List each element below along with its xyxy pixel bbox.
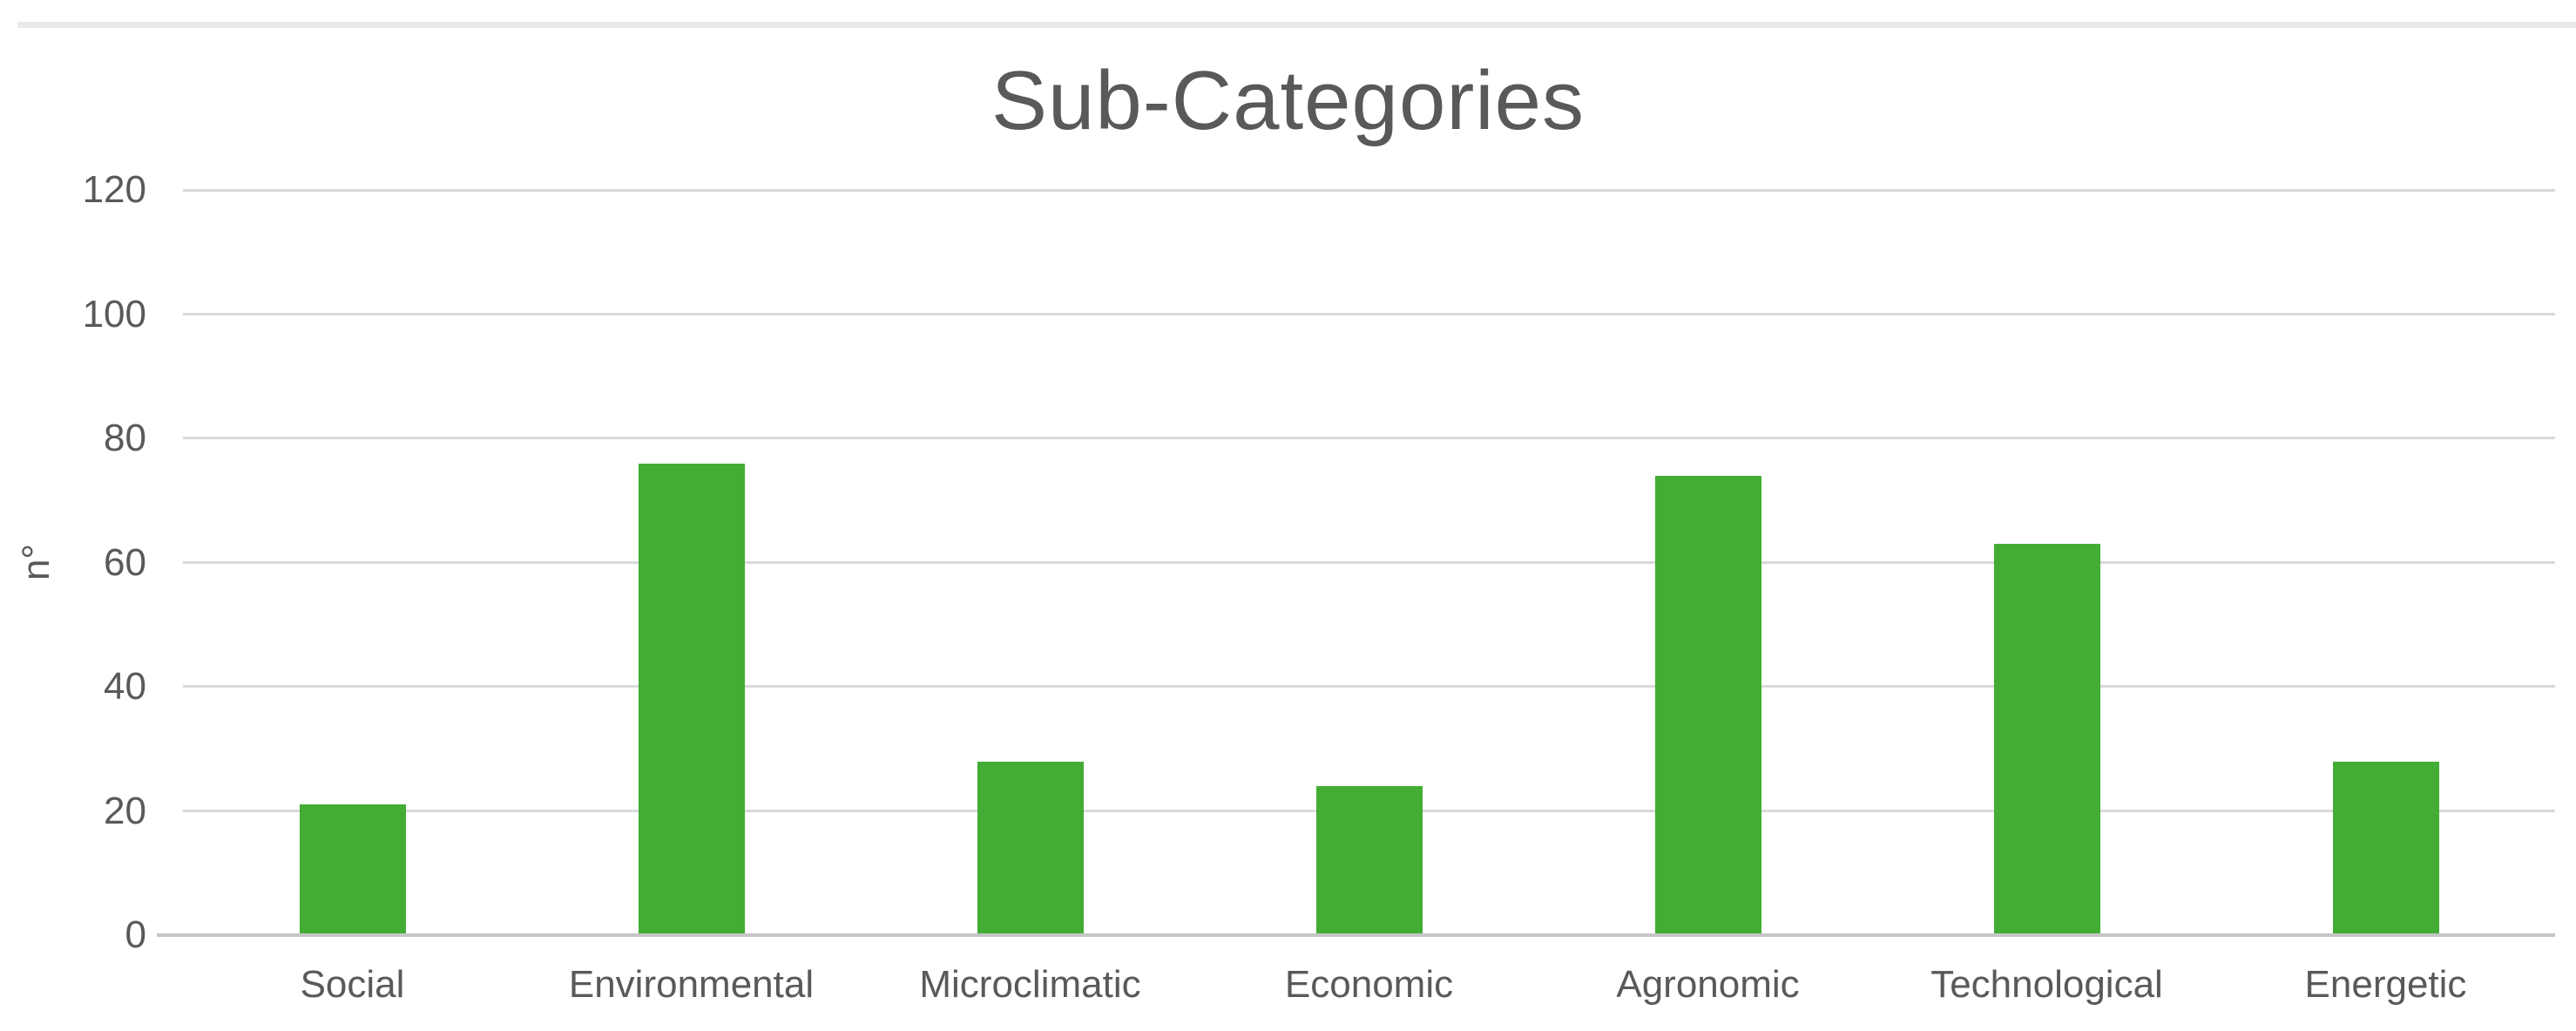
gridline-y-40 (183, 685, 2555, 688)
y-tick-label-80: 80 (104, 417, 146, 459)
bar-slot-technological (1877, 190, 2216, 935)
bar-slot-energetic (2216, 190, 2555, 935)
x-category-label-technological: Technological (1930, 963, 2163, 1006)
y-tick-label-60: 60 (104, 540, 146, 584)
bar-microclimatic (977, 761, 1084, 935)
bar-slot-agronomic (1538, 190, 1877, 935)
x-axis-category-labels: Social Environmental Microclimatic Economic… (183, 960, 2555, 1009)
gridline-y-100 (183, 312, 2555, 315)
y-tick-label-0: 0 (125, 913, 146, 956)
y-tick-label-120: 120 (82, 168, 146, 211)
plot-area (183, 188, 2555, 935)
y-tick-label-100: 100 (82, 292, 146, 336)
bar-agronomic (1654, 475, 1761, 935)
x-category-label-environmental: Environmental (568, 963, 815, 1006)
bar-social (299, 804, 406, 935)
y-tick-label-20: 20 (104, 789, 146, 832)
bar-slot-social (183, 190, 522, 935)
y-tick-label-40: 40 (104, 665, 146, 708)
chart-title: Sub-Categories (991, 54, 1585, 147)
y-axis-tick-labels: 0 20 40 60 80 100 120 (0, 0, 146, 1031)
bar-slot-microclimatic (861, 190, 1200, 935)
x-category-label-social: Social (300, 963, 405, 1006)
x-category-label-economic: Economic (1284, 963, 1454, 1006)
x-category-label-energetic: Energetic (2304, 963, 2467, 1006)
bar-slot-economic (1200, 190, 1538, 935)
page-separator-line (17, 22, 2576, 28)
x-axis-line (157, 933, 2555, 937)
gridline-y-120 (183, 188, 2555, 192)
bar-slot-environmental (522, 190, 861, 935)
x-category-label-microclimatic: Microclimatic (919, 963, 1141, 1006)
gridline-y-80 (183, 437, 2555, 440)
bar-economic (1315, 786, 1423, 935)
bar-energetic (2332, 761, 2439, 935)
bar-technological (1993, 544, 2100, 935)
gridline-y-60 (183, 561, 2555, 564)
x-category-label-agronomic: Agronomic (1616, 963, 1800, 1006)
bar-environmental (638, 463, 745, 935)
bars-container (183, 190, 2555, 935)
